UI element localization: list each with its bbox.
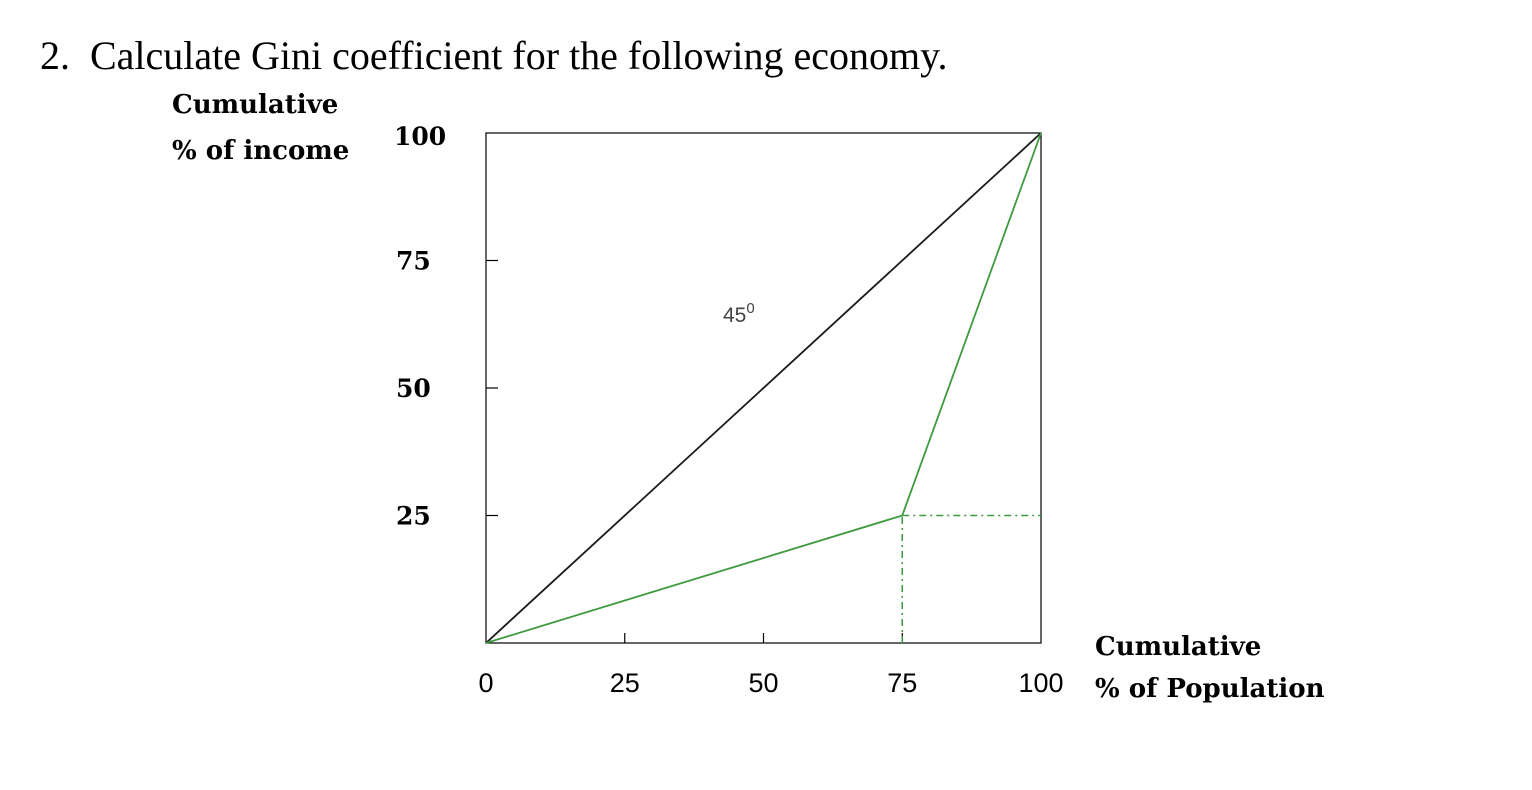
angle-annotation: 450 xyxy=(723,300,755,327)
question-number: 2. xyxy=(40,33,70,78)
lorenz-curve xyxy=(485,132,1042,644)
y-tick-label: 100 xyxy=(394,122,446,151)
y-tick-label: 25 xyxy=(396,502,431,531)
x-tick-label: 25 xyxy=(610,668,640,698)
y-axis-label-line1: Cumulative xyxy=(172,90,338,120)
y-tick-label: 75 xyxy=(396,247,431,276)
question-text: 2. Calculate Gini coefficient for the fo… xyxy=(40,34,948,78)
x-tick-label: 100 xyxy=(1018,668,1063,698)
x-axis-label-line1: Cumulative xyxy=(1095,632,1261,662)
y-tick-label: 50 xyxy=(396,374,431,403)
question-body: Calculate Gini coefficient for the follo… xyxy=(90,33,948,78)
equality-line xyxy=(485,132,1042,644)
y-axis-label-line2: % of income xyxy=(172,136,349,166)
x-tick-label: 50 xyxy=(748,668,778,698)
x-tick-label: 0 xyxy=(478,668,493,698)
angle-degree-symbol: 0 xyxy=(746,300,754,317)
x-tick-label: 75 xyxy=(887,668,917,698)
x-axis-label-line2: % of Population xyxy=(1095,674,1325,704)
